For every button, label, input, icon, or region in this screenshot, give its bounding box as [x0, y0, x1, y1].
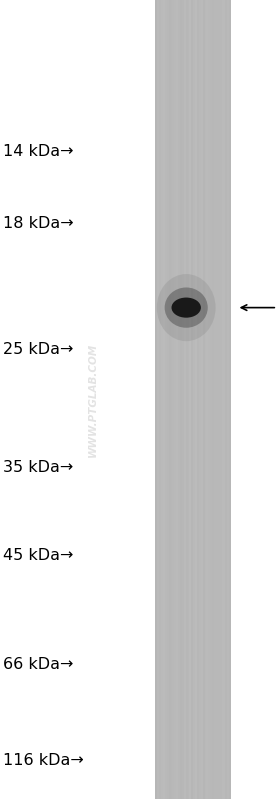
Bar — [165, 0, 167, 799]
Bar — [176, 0, 178, 799]
Bar — [184, 0, 186, 799]
Bar — [204, 0, 206, 799]
Text: 66 kDa→: 66 kDa→ — [3, 658, 73, 672]
Text: 45 kDa→: 45 kDa→ — [3, 548, 73, 562]
Bar — [199, 0, 201, 799]
Bar — [169, 0, 171, 799]
Ellipse shape — [165, 288, 208, 328]
Bar — [210, 0, 212, 799]
Bar — [193, 0, 195, 799]
Bar — [227, 0, 229, 799]
Text: 14 kDa→: 14 kDa→ — [3, 145, 73, 159]
Bar — [220, 0, 221, 799]
Bar — [223, 0, 225, 799]
Bar — [163, 0, 165, 799]
Bar — [189, 0, 191, 799]
Bar — [157, 0, 159, 799]
Bar — [203, 0, 205, 799]
Bar — [208, 0, 210, 799]
Bar — [212, 0, 214, 799]
Bar — [201, 0, 203, 799]
Bar — [188, 0, 190, 799]
Bar — [174, 0, 176, 799]
Bar — [218, 0, 220, 799]
Text: WWW.PTGLAB.COM: WWW.PTGLAB.COM — [87, 343, 97, 456]
Bar — [214, 0, 216, 799]
Bar — [178, 0, 180, 799]
Text: 35 kDa→: 35 kDa→ — [3, 460, 73, 475]
Bar — [206, 0, 208, 799]
Bar — [195, 0, 197, 799]
Bar — [197, 0, 199, 799]
Bar — [172, 0, 174, 799]
Bar — [229, 0, 231, 799]
Text: 18 kDa→: 18 kDa→ — [3, 217, 73, 231]
Bar — [167, 0, 169, 799]
Bar — [225, 0, 227, 799]
Bar — [180, 0, 182, 799]
Bar — [161, 0, 163, 799]
Ellipse shape — [171, 297, 201, 318]
Text: 116 kDa→: 116 kDa→ — [3, 753, 83, 768]
Ellipse shape — [157, 274, 216, 341]
Bar — [216, 0, 218, 799]
Bar — [171, 0, 172, 799]
Bar — [221, 0, 223, 799]
Bar — [182, 0, 184, 799]
Bar — [155, 0, 157, 799]
Bar — [155, 0, 231, 799]
Bar — [159, 0, 161, 799]
Text: 25 kDa→: 25 kDa→ — [3, 343, 73, 357]
Bar — [191, 0, 193, 799]
Bar — [186, 0, 188, 799]
